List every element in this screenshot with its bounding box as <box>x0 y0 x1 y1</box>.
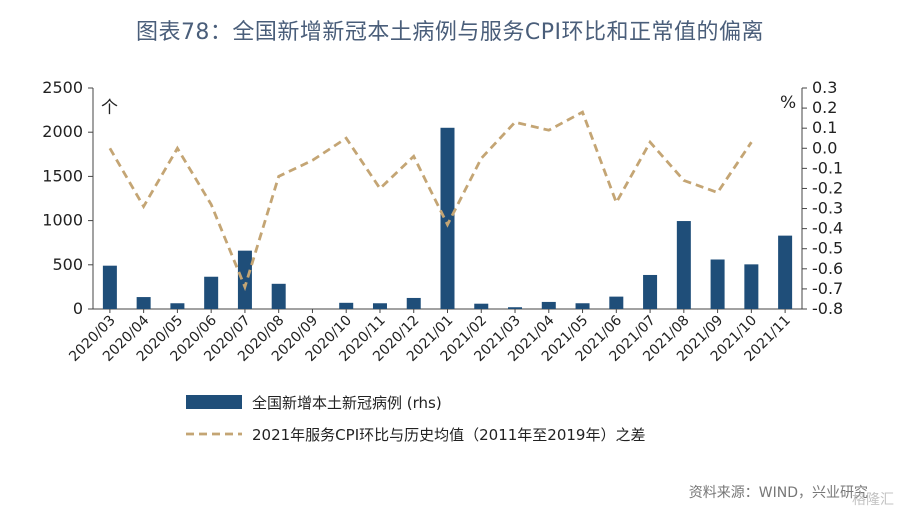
bar-mark <box>541 301 556 309</box>
bar-mark <box>676 221 691 309</box>
right-tick-label: -0.4 <box>812 219 843 238</box>
bar-mark <box>508 307 523 309</box>
bar-mark <box>406 297 421 309</box>
right-tick-label: -0.7 <box>812 279 843 298</box>
legend-group: 全国新增本土新冠病例 (rhs) 2021年服务CPI环比与历史均值（2011年至… <box>186 394 645 444</box>
bar-mark <box>778 235 793 309</box>
left-tick-label: 2000 <box>42 122 83 141</box>
right-tick-label: 0.1 <box>812 118 837 137</box>
series-line-cpi <box>108 110 753 292</box>
left-unit-label: 个 <box>101 98 118 118</box>
bars-group <box>102 127 793 309</box>
bar-mark <box>339 302 354 309</box>
bar-mark <box>609 296 624 309</box>
bar-mark <box>643 274 658 309</box>
right-tick-label: -0.3 <box>812 199 843 218</box>
right-tick-label: -0.5 <box>812 239 843 258</box>
right-tick-label: 0.3 <box>812 78 837 97</box>
left-tick-label: 500 <box>52 255 83 274</box>
bar-mark <box>170 303 185 309</box>
right-tick-label: 0.0 <box>812 138 837 157</box>
bar-mark <box>237 250 252 309</box>
bar-mark <box>204 276 219 309</box>
left-tick-label: 0 <box>73 299 83 318</box>
line-group <box>108 110 753 292</box>
left-tick-label: 1000 <box>42 211 83 230</box>
chart-title: 图表78：全国新增新冠本土病例与服务CPI环比和正常值的偏离 <box>135 20 765 45</box>
bar-mark <box>474 303 489 309</box>
bar-mark <box>271 283 286 309</box>
source-note: 资料来源：WIND，兴业研究 <box>688 485 868 501</box>
bar-mark <box>136 297 151 309</box>
legend-label-line: 2021年服务CPI环比与历史均值（2011年至2019年）之差 <box>252 426 645 444</box>
right-tick-label: -0.1 <box>812 158 843 177</box>
legend-swatch-bar <box>186 395 242 409</box>
bar-mark <box>102 265 117 309</box>
bar-mark <box>744 264 759 309</box>
watermark-logo: 格隆汇 <box>852 492 894 508</box>
right-tick-label: 0.2 <box>812 98 837 117</box>
right-tick-label: -0.2 <box>812 178 843 197</box>
right-unit-label: % <box>780 93 796 113</box>
right-tick-label: -0.6 <box>812 259 843 278</box>
right-tick-label: -0.8 <box>812 299 843 318</box>
legend-label-bar: 全国新增本土新冠病例 (rhs) <box>252 394 442 412</box>
left-tick-label: 2500 <box>42 78 83 97</box>
bar-mark <box>372 303 387 309</box>
bar-mark <box>575 303 590 309</box>
bar-mark <box>440 127 455 309</box>
bar-mark <box>710 259 725 309</box>
left-tick-label: 1500 <box>42 166 83 185</box>
